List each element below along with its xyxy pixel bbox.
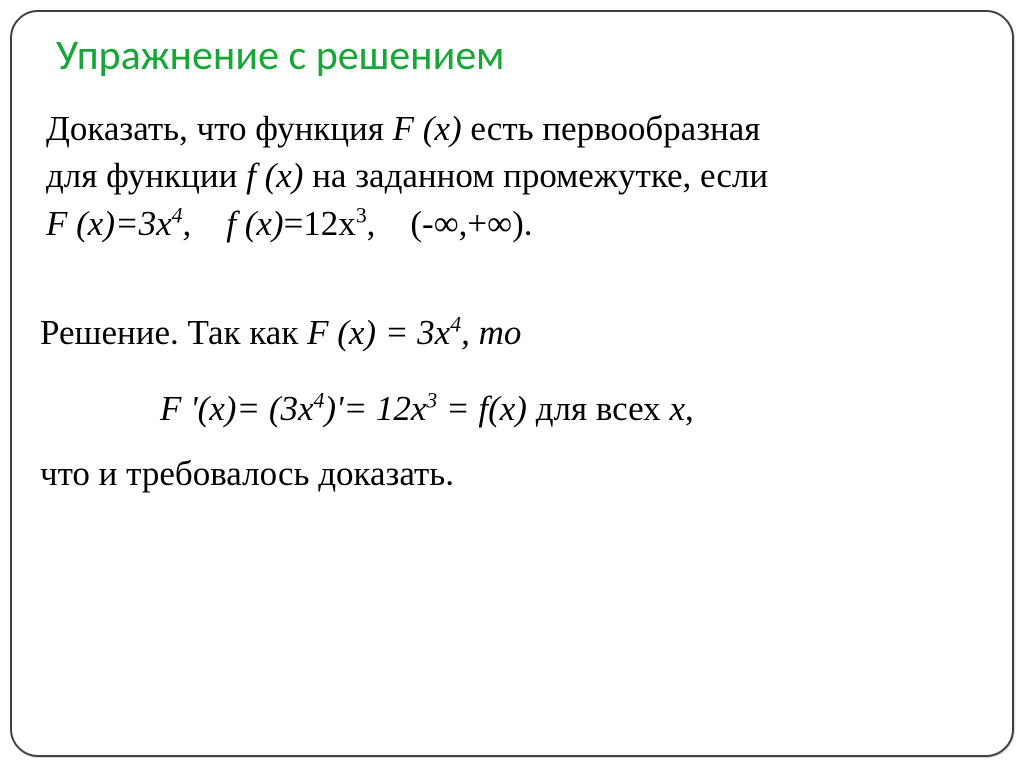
slide-title: Упражнение с решением [56,30,984,81]
math-Fx: F (x) [393,109,462,148]
problem-statement: Доказать, что функция F (x) есть первооб… [46,105,984,247]
text: , [182,204,226,243]
eq: =12x [284,204,356,243]
text: , то [461,313,521,352]
math-x: x [669,389,685,428]
math-fx: f (x) [246,156,303,195]
slide-frame: Упражнение с решением Доказать, что функ… [10,10,1014,757]
exp: 3 [426,389,437,413]
interval: , (-∞,+∞). [367,204,533,243]
math-f-def: f (x) [226,204,283,243]
text: . Так как [170,313,307,352]
math: )'= 12x [324,389,426,428]
exp: 4 [172,203,183,227]
exp: 3 [356,203,367,227]
text: для функции [46,156,246,195]
closing-line: что и требовалось доказать. [40,448,984,501]
text: для всех [527,389,669,428]
text: Доказать, что функция [46,109,393,148]
math-F-def: F (x)=3x [46,204,172,243]
derivation-line: F '(x)= (3x4)'= 12x3 = f(x) для всех x, [160,383,984,436]
solution-label: Решение [40,313,170,352]
math: = f(x) [437,389,527,428]
text: есть первообразная [462,109,761,148]
math-Fx: F (x) = 3x [307,313,450,352]
text: на заданном промежутке, если [303,156,768,195]
exp: 4 [314,389,325,413]
solution-lead: Решение. Так как F (x) = 3x4, то [40,307,984,360]
exp: 4 [450,312,461,336]
math: F '(x)= (3x [160,389,314,428]
comma: , [685,389,694,428]
